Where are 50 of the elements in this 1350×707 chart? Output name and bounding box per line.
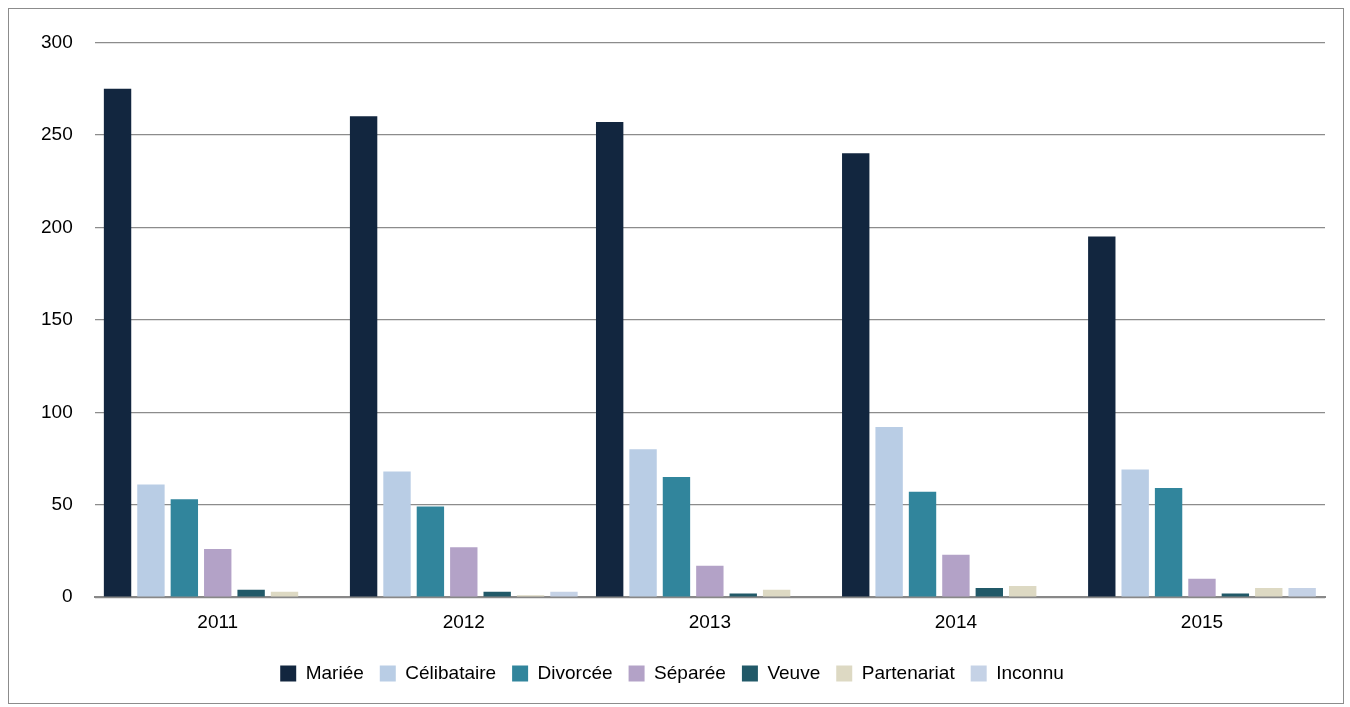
bar xyxy=(662,476,691,597)
bar xyxy=(170,499,199,597)
bar xyxy=(1188,578,1216,597)
legend-label: Divorcée xyxy=(537,661,613,683)
legend-label: Séparée xyxy=(654,661,726,683)
bar xyxy=(729,593,757,597)
bar xyxy=(696,565,724,597)
bar xyxy=(762,589,791,597)
x-tick-label: 2013 xyxy=(688,610,731,632)
bar xyxy=(1009,586,1037,597)
bar xyxy=(550,591,578,597)
bar xyxy=(450,547,478,597)
x-tick-label: 2015 xyxy=(1180,610,1224,632)
bar xyxy=(137,484,165,597)
x-tick-label: 2012 xyxy=(442,610,485,632)
bar xyxy=(103,88,132,597)
bar xyxy=(204,549,232,597)
bar xyxy=(1221,593,1250,597)
bar xyxy=(975,587,1003,597)
bar xyxy=(1154,488,1183,597)
bar xyxy=(942,554,970,597)
bar xyxy=(875,427,903,597)
bar xyxy=(383,471,411,597)
bar xyxy=(1288,587,1316,597)
legend-label: Partenariat xyxy=(861,661,956,683)
bar xyxy=(1255,587,1283,597)
x-tick-label: 2011 xyxy=(197,610,239,632)
bar xyxy=(842,153,870,597)
bar xyxy=(629,449,657,597)
y-tick-label: 100 xyxy=(41,400,73,422)
bar xyxy=(349,116,378,597)
legend-label: Inconnu xyxy=(996,661,1064,683)
bar xyxy=(237,589,265,597)
bar xyxy=(270,591,299,597)
y-tick-label: 150 xyxy=(41,308,73,330)
legend-label: Mariée xyxy=(305,661,364,683)
legend-label: Célibataire xyxy=(405,661,497,683)
bar xyxy=(416,506,445,597)
y-tick-label: 250 xyxy=(41,123,73,145)
y-tick-label: 200 xyxy=(41,215,73,237)
bar xyxy=(483,591,511,597)
bar xyxy=(908,491,937,597)
x-tick-label: 2014 xyxy=(934,610,978,632)
y-tick-label: 0 xyxy=(62,585,73,607)
y-tick-label: 300 xyxy=(41,30,73,52)
bar xyxy=(1121,469,1149,597)
bar xyxy=(595,121,624,597)
y-tick-label: 50 xyxy=(51,492,73,514)
bar xyxy=(1088,236,1116,597)
legend-label: Veuve xyxy=(767,661,821,683)
